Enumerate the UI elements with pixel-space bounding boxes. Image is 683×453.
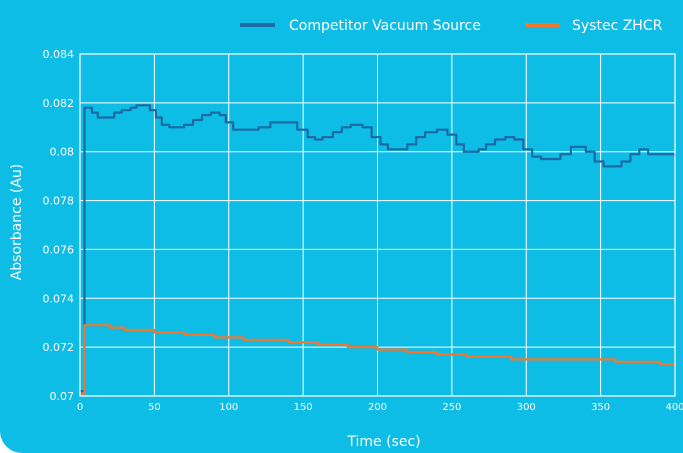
y-axis-label: Absorbance (Au) — [9, 164, 25, 281]
y-tick-label-2: 0.074 — [43, 292, 75, 305]
x-tick-label-1: 50 — [148, 402, 161, 413]
y-ticks: 0.07 0.072 0.074 0.076 0.078 0.08 0.082 0.084 — [43, 48, 75, 403]
x-tick-label-6: 300 — [517, 402, 536, 413]
x-tick-label-3: 150 — [294, 402, 313, 413]
x-tick-label-4: 200 — [368, 402, 387, 413]
series-layer — [80, 104, 677, 395]
series-line-1 — [80, 324, 675, 395]
x-tick-label-5: 250 — [442, 402, 461, 413]
x-ticks: 0 50 100 150 200 250 300 350 400 — [77, 402, 683, 413]
x-axis-label: Time (sec) — [346, 434, 420, 450]
series-line-0 — [80, 104, 677, 393]
y-tick-label-3: 0.076 — [43, 243, 75, 256]
x-tick-label-0: 0 — [77, 402, 83, 413]
x-tick-label-7: 350 — [591, 402, 610, 413]
legend-label-systec: Systec ZHCR — [572, 18, 663, 34]
y-tick-label-5: 0.08 — [50, 146, 75, 159]
y-tick-label-0: 0.07 — [50, 390, 75, 403]
y-tick-label-7: 0.084 — [43, 48, 75, 61]
grid — [79, 53, 676, 397]
x-tick-label-2: 100 — [219, 402, 238, 413]
legend: Competitor Vacuum Source Systec ZHCR — [240, 18, 663, 34]
y-tick-label-1: 0.072 — [43, 341, 75, 354]
legend-label-competitor: Competitor Vacuum Source — [289, 18, 481, 34]
plot-frame — [79, 53, 676, 397]
x-tick-label-8: 400 — [665, 402, 683, 413]
y-tick-label-4: 0.078 — [43, 195, 75, 208]
y-tick-label-6: 0.082 — [43, 97, 75, 110]
